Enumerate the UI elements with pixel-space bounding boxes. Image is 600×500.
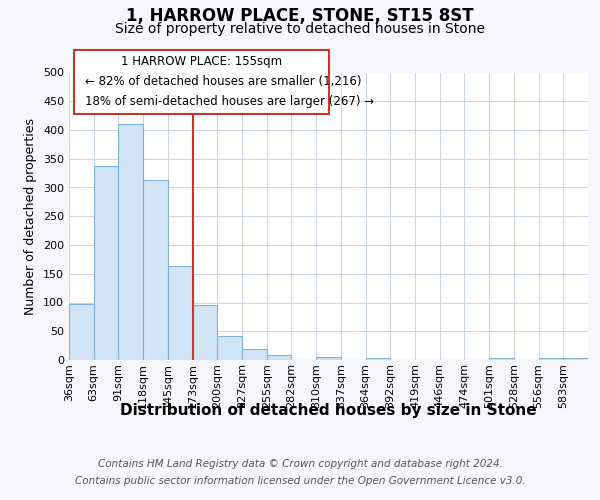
Bar: [143, 180, 168, 360]
Bar: [168, 266, 193, 360]
Bar: [94, 166, 118, 360]
Bar: [563, 358, 588, 360]
Text: ← 82% of detached houses are smaller (1,216): ← 82% of detached houses are smaller (1,…: [85, 76, 361, 88]
Bar: [316, 357, 341, 360]
Text: 1, HARROW PLACE, STONE, ST15 8ST: 1, HARROW PLACE, STONE, ST15 8ST: [126, 8, 474, 26]
Y-axis label: Number of detached properties: Number of detached properties: [25, 118, 37, 315]
Bar: [489, 358, 514, 360]
Bar: [217, 336, 242, 360]
Text: Contains HM Land Registry data © Crown copyright and database right 2024.: Contains HM Land Registry data © Crown c…: [98, 459, 502, 469]
Bar: [242, 349, 267, 360]
Text: Size of property relative to detached houses in Stone: Size of property relative to detached ho…: [115, 22, 485, 36]
Text: 18% of semi-detached houses are larger (267) →: 18% of semi-detached houses are larger (…: [85, 95, 374, 108]
Bar: [69, 304, 94, 360]
Bar: [193, 305, 217, 360]
Text: Contains public sector information licensed under the Open Government Licence v3: Contains public sector information licen…: [74, 476, 526, 486]
Bar: [365, 358, 390, 360]
Bar: [267, 355, 292, 360]
Bar: [118, 124, 143, 360]
FancyBboxPatch shape: [74, 50, 329, 114]
Text: Distribution of detached houses by size in Stone: Distribution of detached houses by size …: [121, 402, 537, 417]
Text: 1 HARROW PLACE: 155sqm: 1 HARROW PLACE: 155sqm: [121, 54, 282, 68]
Bar: [539, 358, 563, 360]
